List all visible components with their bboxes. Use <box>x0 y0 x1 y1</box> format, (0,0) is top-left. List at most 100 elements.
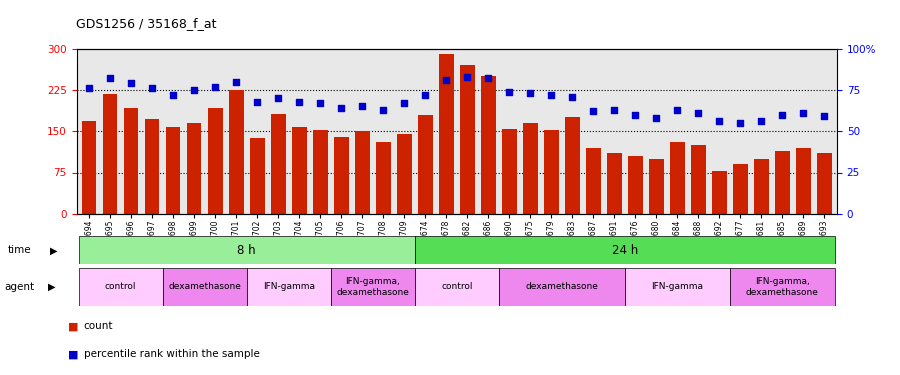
Bar <box>607 153 622 214</box>
Point <box>734 120 748 126</box>
Bar <box>439 54 454 214</box>
Bar <box>817 153 832 214</box>
Text: ■: ■ <box>68 321 78 331</box>
Bar <box>334 137 348 214</box>
Bar <box>586 148 600 214</box>
Bar <box>208 108 222 214</box>
Bar <box>271 114 285 214</box>
Text: ▶: ▶ <box>48 282 55 292</box>
Bar <box>376 142 391 214</box>
Point <box>313 100 328 106</box>
Point <box>439 77 454 83</box>
Text: time: time <box>7 245 31 255</box>
Bar <box>229 90 244 214</box>
Text: IFN-gamma: IFN-gamma <box>652 282 703 291</box>
Text: control: control <box>441 282 472 291</box>
Bar <box>415 268 499 306</box>
Point <box>124 80 139 86</box>
Point <box>796 110 811 116</box>
Text: agent: agent <box>4 282 34 292</box>
Point <box>250 99 265 105</box>
Text: GDS1256 / 35168_f_at: GDS1256 / 35168_f_at <box>76 17 217 30</box>
Text: 8 h: 8 h <box>238 244 256 257</box>
Bar <box>670 142 685 214</box>
Point <box>502 88 517 94</box>
Bar <box>415 236 835 264</box>
Point <box>775 112 789 118</box>
Bar <box>754 159 769 214</box>
Text: dexamethasone: dexamethasone <box>168 282 241 291</box>
Text: count: count <box>84 321 113 331</box>
Bar <box>775 150 789 214</box>
Bar <box>523 123 537 214</box>
Bar <box>124 108 139 214</box>
Point <box>229 79 243 85</box>
Bar <box>103 94 118 214</box>
Point <box>82 86 96 92</box>
Bar <box>625 268 730 306</box>
Point <box>544 92 559 98</box>
Bar <box>544 130 559 214</box>
Bar <box>355 131 370 214</box>
Point <box>649 115 663 121</box>
Bar <box>166 127 181 214</box>
Bar <box>145 118 159 214</box>
Bar <box>292 128 307 214</box>
Bar <box>649 159 663 214</box>
Point <box>460 74 474 80</box>
Bar <box>330 268 415 306</box>
Text: control: control <box>105 282 137 291</box>
Bar <box>460 65 474 214</box>
Point <box>565 94 580 100</box>
Point <box>271 95 285 101</box>
Point <box>187 87 202 93</box>
Text: IFN-gamma,
dexamethasone: IFN-gamma, dexamethasone <box>746 277 819 297</box>
Bar <box>78 268 163 306</box>
Bar <box>691 145 706 214</box>
Bar <box>187 123 202 214</box>
Text: ▶: ▶ <box>50 245 57 255</box>
Text: ■: ■ <box>68 350 78 359</box>
Bar <box>481 76 496 214</box>
Point <box>292 99 306 105</box>
Bar <box>82 122 96 214</box>
Bar <box>247 268 330 306</box>
Bar <box>163 268 247 306</box>
Bar <box>628 156 643 214</box>
Point <box>376 107 391 113</box>
Bar <box>313 130 328 214</box>
Point <box>397 100 411 106</box>
Bar <box>250 138 265 214</box>
Bar <box>502 129 517 214</box>
Point <box>208 84 222 90</box>
Text: IFN-gamma,
dexamethasone: IFN-gamma, dexamethasone <box>337 277 410 297</box>
Point <box>691 110 706 116</box>
Point <box>608 107 622 113</box>
Point <box>670 107 685 113</box>
Bar <box>418 115 433 214</box>
Point <box>166 92 180 98</box>
Bar <box>397 134 411 214</box>
Point <box>482 75 496 81</box>
Point <box>628 112 643 118</box>
Point <box>418 92 432 98</box>
Point <box>334 105 348 111</box>
Text: IFN-gamma: IFN-gamma <box>263 282 315 291</box>
Bar <box>796 148 811 214</box>
Bar <box>733 164 748 214</box>
Point <box>145 86 159 92</box>
Bar <box>565 117 580 214</box>
Bar <box>499 268 625 306</box>
Point <box>712 118 726 124</box>
Bar <box>712 171 726 214</box>
Point <box>103 75 117 81</box>
Point <box>523 90 537 96</box>
Bar <box>730 268 835 306</box>
Text: 24 h: 24 h <box>612 244 638 257</box>
Bar <box>78 236 415 264</box>
Point <box>355 104 369 110</box>
Point <box>586 108 600 114</box>
Text: percentile rank within the sample: percentile rank within the sample <box>84 350 259 359</box>
Point <box>754 118 769 124</box>
Text: dexamethasone: dexamethasone <box>526 282 599 291</box>
